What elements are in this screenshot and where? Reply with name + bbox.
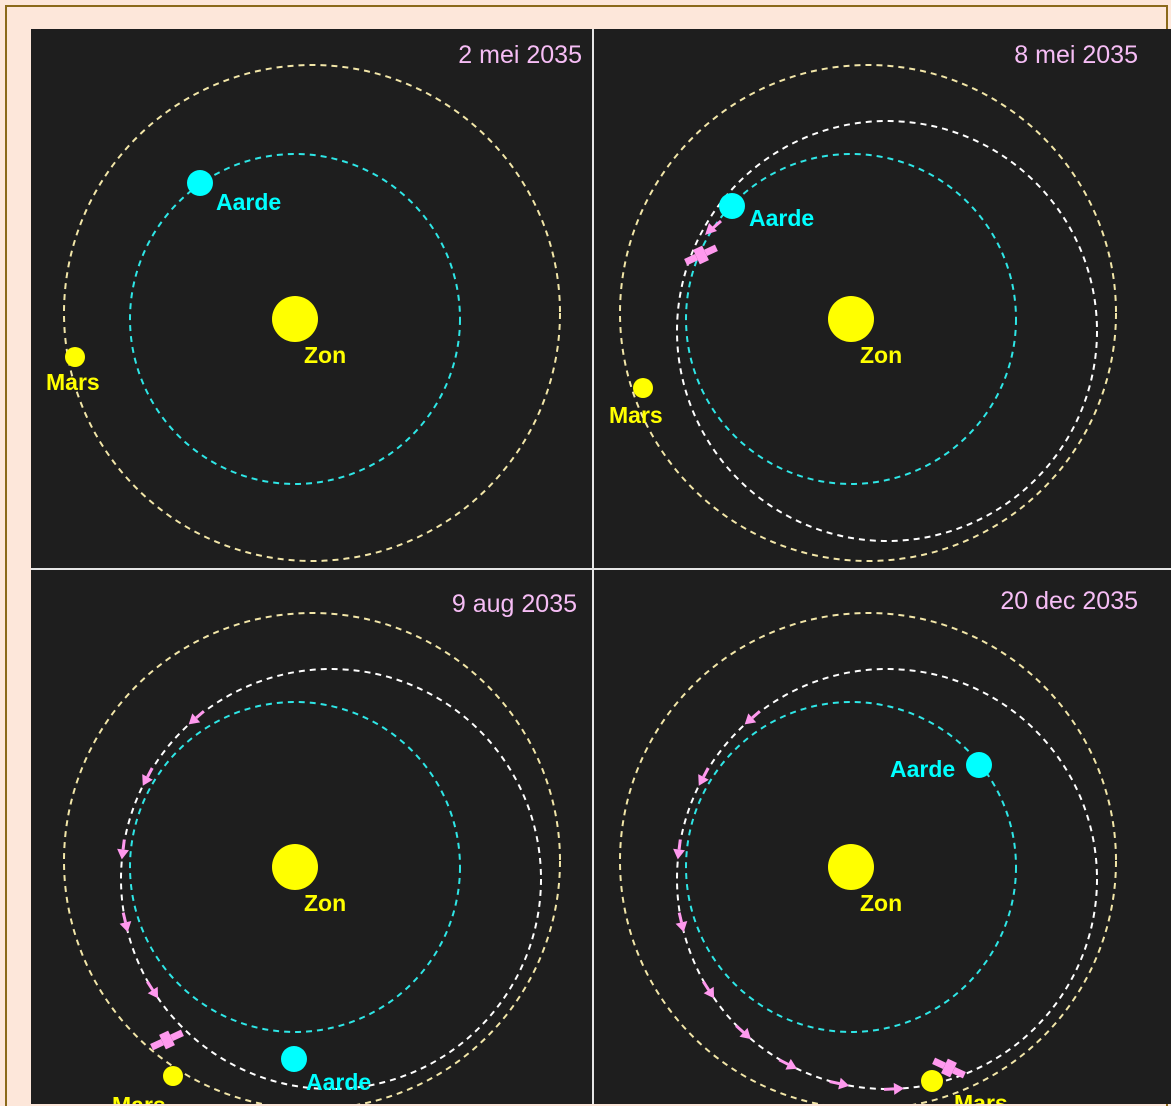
mars xyxy=(921,1070,943,1092)
earth-label: Aarde xyxy=(216,189,281,215)
transfer-orbit xyxy=(120,668,542,1090)
arrow-icon xyxy=(195,710,205,720)
arrow-icon xyxy=(117,848,129,860)
arrow-icon xyxy=(702,980,710,991)
arrow-icon xyxy=(829,1080,840,1086)
mars-orbit xyxy=(63,612,561,1104)
panel-date: 8 mei 2035 xyxy=(1014,41,1138,69)
arrow-icon xyxy=(147,986,159,999)
panel-date: 20 dec 2035 xyxy=(1000,587,1138,615)
earth xyxy=(966,752,992,778)
mars-orbit xyxy=(619,64,1117,562)
arrow-icon xyxy=(188,713,201,725)
mars-label: Mars xyxy=(609,402,663,428)
sun-label: Zon xyxy=(860,890,902,916)
arrow-icon xyxy=(751,710,761,720)
arrow-icon xyxy=(893,1082,904,1095)
arrow-icon xyxy=(838,1077,850,1090)
arrow-icon xyxy=(778,1058,789,1066)
trajectory-arrows xyxy=(673,710,904,1095)
arrow-icon xyxy=(142,774,153,786)
panel-8-mei-2035: 8 mei 2035 Zon Aarde Mars xyxy=(609,41,1138,562)
sun xyxy=(272,844,318,890)
mars-label: Mars xyxy=(46,369,100,395)
sun xyxy=(828,844,874,890)
panel-background xyxy=(31,29,1171,1104)
arrow-icon xyxy=(739,1027,751,1040)
earth-orbit xyxy=(129,153,461,485)
earth-label: Aarde xyxy=(890,756,955,782)
panel-20-dec-2035: 20 dec 2035 Zon Aarde Mars xyxy=(619,587,1138,1104)
transfer-orbit xyxy=(676,120,1098,542)
mars-orbit xyxy=(619,612,1117,1104)
earth xyxy=(281,1046,307,1072)
mars xyxy=(163,1066,183,1086)
sun-label: Zon xyxy=(304,890,346,916)
mars xyxy=(65,347,85,367)
mars-orbit xyxy=(63,64,561,562)
panel-9-aug-2035: 9 aug 2035 Zon Aarde Mars xyxy=(63,590,577,1104)
earth xyxy=(187,170,213,196)
sun xyxy=(272,296,318,342)
arrow-icon xyxy=(675,921,688,933)
arrow-icon xyxy=(712,219,722,230)
arrow-icon xyxy=(883,1087,895,1091)
mars-label: Mars xyxy=(954,1090,1008,1104)
arrow-icon xyxy=(705,223,717,235)
panel-date: 9 aug 2035 xyxy=(452,590,577,618)
arrow-icon xyxy=(677,839,682,850)
mars-transfer-diagram: 2 mei 2035 Zon Aarde Mars 8 mei 2035 Zon… xyxy=(31,29,1171,1104)
arrow-icon xyxy=(703,986,715,999)
arrow-icon xyxy=(146,767,154,778)
arrow-icon xyxy=(702,767,710,778)
sun xyxy=(828,296,874,342)
earth-orbit xyxy=(685,153,1017,485)
earth-label: Aarde xyxy=(306,1069,371,1095)
arrow-icon xyxy=(119,921,132,933)
arrow-icon xyxy=(785,1058,797,1070)
panel-2-mei-2035: 2 mei 2035 Zon Aarde Mars xyxy=(46,41,582,562)
transfer-orbit xyxy=(676,668,1098,1090)
earth-orbit xyxy=(685,701,1017,1033)
arrow-icon xyxy=(673,848,685,860)
arrow-icon xyxy=(146,980,154,991)
trajectory-arrows xyxy=(117,710,205,999)
sun-label: Zon xyxy=(304,342,346,368)
earth xyxy=(719,193,745,219)
arrow-icon xyxy=(744,713,757,725)
mars-label: Mars xyxy=(112,1092,166,1104)
mars xyxy=(633,378,653,398)
arrow-icon xyxy=(735,1024,745,1034)
earth-label: Aarde xyxy=(749,205,814,231)
panel-date: 2 mei 2035 xyxy=(458,41,582,69)
earth-orbit xyxy=(129,701,461,1033)
arrow-icon xyxy=(121,839,126,850)
arrow-icon xyxy=(121,912,127,923)
sun-label: Zon xyxy=(860,342,902,368)
arrow-icon xyxy=(698,774,709,786)
arrow-icon xyxy=(677,912,683,923)
